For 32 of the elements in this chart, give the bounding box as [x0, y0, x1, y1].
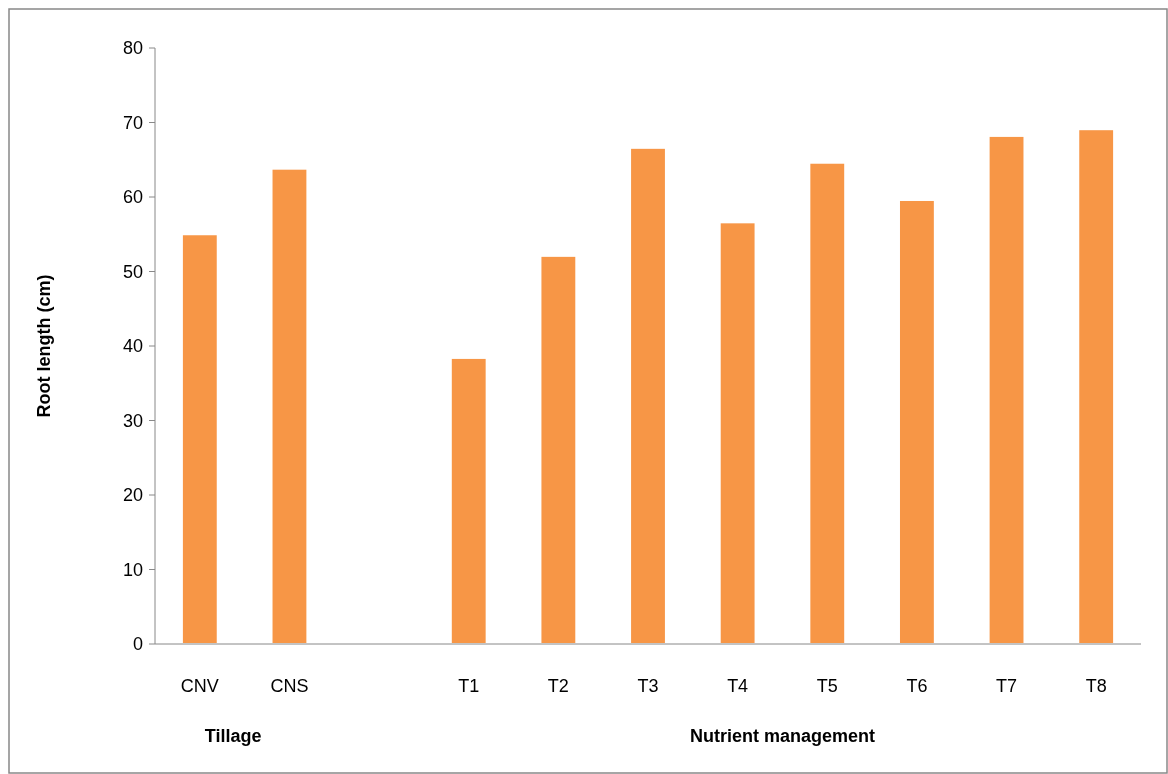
x-tick-label: CNV: [180, 676, 219, 696]
y-axis-title: Root length (cm): [34, 274, 54, 418]
bar: [180, 233, 219, 645]
x-tick-label: CNS: [270, 676, 309, 696]
y-tick-label: 20: [122, 485, 143, 506]
x-tick-label: T6: [906, 676, 928, 696]
bar: [449, 356, 488, 645]
x-tick-label: T3: [637, 676, 659, 696]
bar: [718, 221, 757, 645]
x-tick-label: T8: [1085, 676, 1107, 696]
y-tick-label: 40: [122, 336, 143, 357]
x-tick-label: T1: [458, 676, 480, 696]
x-tick-label: T7: [996, 676, 1018, 696]
text: Tillage: [204, 726, 262, 746]
bar: [987, 134, 1026, 645]
bar: [629, 146, 667, 645]
y-tick-label: 30: [122, 410, 143, 431]
y-tick-label: 60: [122, 187, 143, 208]
y-tick-label: 70: [122, 112, 143, 133]
y-tick-label: 80: [122, 38, 143, 59]
y-tick-label: 0: [132, 634, 143, 655]
x-tick-label: T4: [727, 676, 749, 696]
x-tick-label: T2: [547, 676, 569, 696]
bar: [808, 161, 847, 645]
x-tick-label: T5: [816, 676, 838, 696]
bar: [539, 254, 578, 645]
bar: [270, 167, 309, 645]
y-tick-label: 50: [122, 261, 143, 282]
y-tick-label: 10: [122, 559, 143, 580]
text: Nutrient management: [689, 726, 875, 746]
bar: [1077, 128, 1116, 645]
bar: [897, 198, 936, 645]
